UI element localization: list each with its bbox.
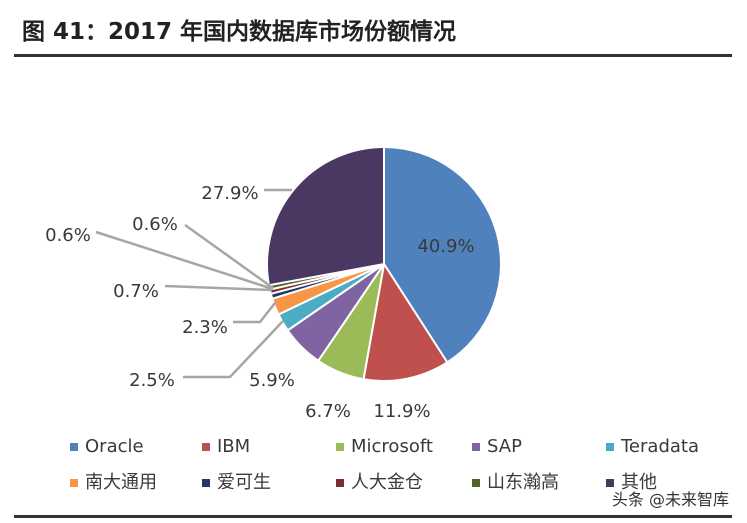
legend-label-1: IBM <box>217 436 250 457</box>
data-label-8: 0.6% <box>45 225 91 246</box>
legend-swatch-1 <box>202 443 210 451</box>
slice-data-labels: 40.9% 11.9% 6.7% 5.9% 2.5% 2.3% 0.7% 0.6% 0.6% 27… <box>45 183 474 422</box>
legend-swatch-8 <box>472 479 480 487</box>
data-label-1: 11.9% <box>373 401 430 422</box>
legend-label-7: 人大金仓 <box>351 472 423 493</box>
label-leader-lines <box>95 188 292 379</box>
pie-slice-item-9 <box>266 145 385 287</box>
leader-line-4 <box>183 320 284 379</box>
leader-line-7 <box>184 223 274 290</box>
legend-swatch-2 <box>336 443 344 451</box>
legend-label-9: 其他 <box>621 472 657 493</box>
pie-slices <box>266 145 502 382</box>
leader-line-5 <box>233 302 276 324</box>
data-label-9: 27.9% <box>201 183 258 204</box>
leader-line-6 <box>164 284 273 292</box>
data-label-2: 6.7% <box>305 401 351 422</box>
chart-legend: Oracle IBM Microsoft SAP Teradata 南大通用 爱可生 人大金仓… <box>70 436 699 493</box>
leader-line-8 <box>95 230 274 291</box>
legend-label-0: Oracle <box>85 436 144 457</box>
bottom-divider <box>14 515 732 518</box>
title-divider <box>14 54 732 57</box>
legend-label-6: 爱可生 <box>217 472 271 493</box>
data-label-3: 5.9% <box>249 370 295 391</box>
legend-swatch-5 <box>70 479 78 487</box>
legend-label-3: SAP <box>487 436 522 457</box>
data-label-4: 2.5% <box>129 370 175 391</box>
legend-swatch-4 <box>606 443 614 451</box>
legend-label-4: Teradata <box>620 436 699 457</box>
watermark: 头条 @未来智库 <box>611 490 729 509</box>
legend-label-5: 南大通用 <box>85 472 157 493</box>
legend-swatch-7 <box>336 479 344 487</box>
page-title: 图 41：2017 年国内数据库市场份额情况 <box>22 19 457 45</box>
data-label-5: 2.3% <box>182 317 228 338</box>
legend-swatch-3 <box>472 443 480 451</box>
legend-label-2: Microsoft <box>351 436 433 457</box>
legend-swatch-6 <box>202 479 210 487</box>
legend-label-8: 山东瀚高 <box>487 472 559 493</box>
data-label-7: 0.6% <box>132 214 178 235</box>
data-label-6: 0.7% <box>113 281 159 302</box>
legend-swatch-0 <box>70 443 78 451</box>
legend-swatch-9 <box>606 479 614 487</box>
pie-slice-ibm <box>362 261 449 382</box>
data-label-0: 40.9% <box>417 236 474 257</box>
